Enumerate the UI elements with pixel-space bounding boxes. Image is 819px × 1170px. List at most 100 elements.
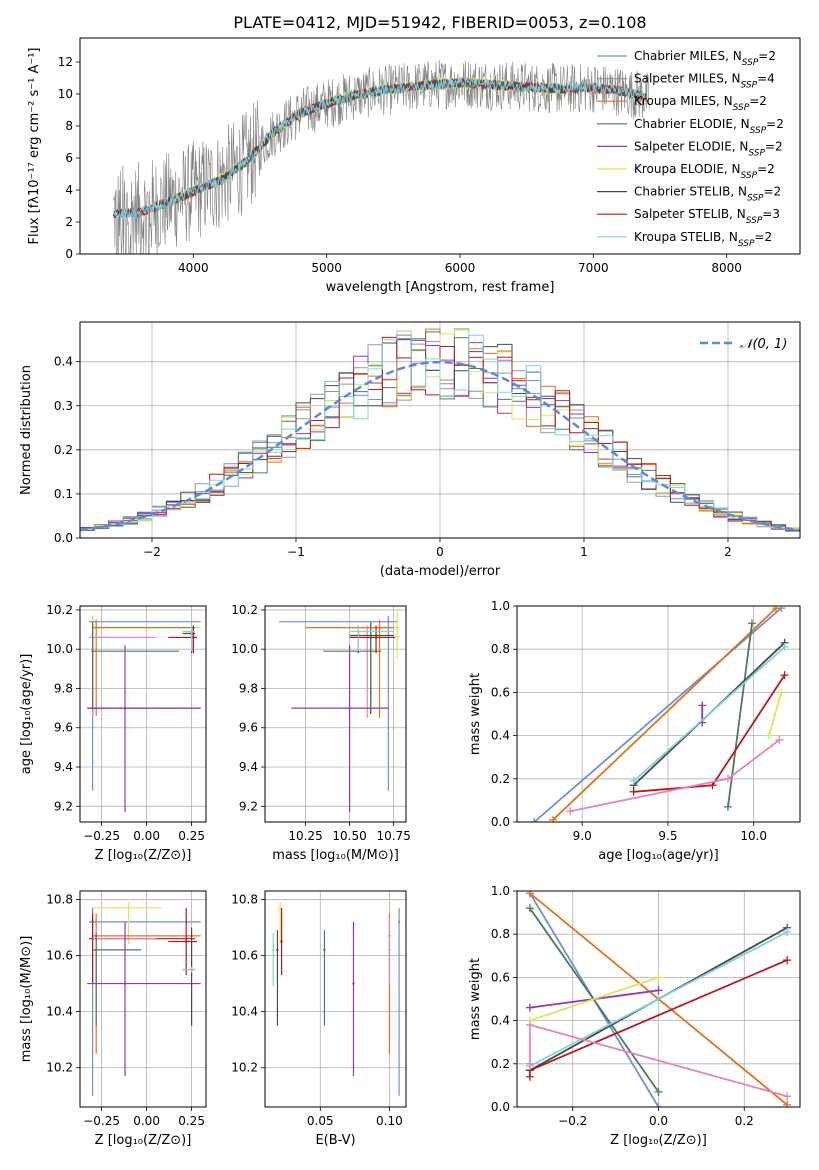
data-point xyxy=(123,982,127,985)
plot-area xyxy=(272,902,401,1096)
figure-title: PLATE=0412, MJD=51942, FIBERID=0053, z=0… xyxy=(233,13,646,32)
data-point xyxy=(272,948,275,952)
series-line-kroupa_stelib xyxy=(633,646,786,782)
data-point xyxy=(348,706,351,710)
x-tick-label: 9.0 xyxy=(573,829,592,843)
plot-area xyxy=(80,328,800,532)
y-tick-label: 4 xyxy=(65,183,73,197)
data-point xyxy=(127,906,130,910)
y-tick-label: 10.0 xyxy=(231,642,258,656)
data-point xyxy=(192,636,195,639)
y-tick-label: 0.4 xyxy=(491,1014,510,1028)
hist-series-kroupa_stelib xyxy=(80,330,800,531)
x-tick-label: 0.0 xyxy=(649,1114,668,1128)
legend-entry: Kroupa STELIB, NSSP=2 xyxy=(634,230,772,249)
legend-entry: Chabrier MILES, NSSP=2 xyxy=(634,49,776,68)
data-point xyxy=(91,649,94,653)
series-marker xyxy=(783,956,792,965)
panel-spectrum: 4000 5000 6000 7000 8000 0 2 4 6 8 10 12 wavelength … xyxy=(27,37,801,295)
plot-area xyxy=(525,891,792,1107)
x-tick-label: −2 xyxy=(143,545,161,559)
x-tick-label: 0.00 xyxy=(133,1114,160,1128)
axes-frame xyxy=(516,605,801,823)
y-axis-label: age [log₁₀(age/yr)] xyxy=(19,654,34,775)
series-line-kroupa_elodie xyxy=(529,976,659,1022)
x-tick-label: 9.5 xyxy=(658,829,677,843)
x-tick-label: 0.10 xyxy=(376,1114,403,1128)
series-marker xyxy=(525,904,534,913)
axes-frame xyxy=(79,605,207,823)
data-point xyxy=(357,630,360,633)
y-tick-label: 10.8 xyxy=(46,892,73,906)
model-spectrum-kroupa_stelib xyxy=(112,76,647,220)
y-tick-label: 0.1 xyxy=(54,487,73,501)
y-tick-label: 10.2 xyxy=(231,603,258,617)
legend-entry: 𝒩(0, 1) xyxy=(740,337,787,352)
plot-area xyxy=(87,615,201,813)
series-marker xyxy=(654,1103,663,1107)
plot-area xyxy=(279,609,399,813)
y-tick-label: 9.8 xyxy=(54,681,73,695)
y-axis-label: mass [log₁₀(M/M⊙)] xyxy=(19,936,34,1063)
x-tick-label: −0.2 xyxy=(558,1114,587,1128)
y-tick-label: 10.6 xyxy=(231,949,258,963)
panel-weight_vs_Z: −0.2 0.0 0.2 0.0 0.2 0.4 0.6 0.8 1.0 Z [log₁₀(Z/Z… xyxy=(468,884,801,1148)
legend-entry: Salpeter STELIB, NSSP=3 xyxy=(634,207,780,226)
axes-frame xyxy=(79,321,801,539)
y-tick-label: 10.8 xyxy=(231,892,258,906)
series-marker xyxy=(747,619,756,628)
series-marker xyxy=(771,606,780,613)
y-tick-label: 1.0 xyxy=(491,884,510,898)
y-tick-label: 0.4 xyxy=(54,355,73,369)
y-axis-label: Normed distribution xyxy=(19,365,34,495)
y-tick-label: 9.4 xyxy=(239,760,258,774)
series-marker xyxy=(525,1020,534,1029)
axes-frame xyxy=(79,37,801,255)
y-tick-label: 10.4 xyxy=(46,1005,73,1019)
series-line-chabrier_miles xyxy=(533,607,782,822)
series-marker xyxy=(549,815,558,822)
x-axis-label: age [log₁₀(age/yr)] xyxy=(598,848,719,863)
y-tick-label: 0.2 xyxy=(491,772,510,786)
y-tick-label: 10.2 xyxy=(231,1061,258,1075)
data-point xyxy=(280,940,283,943)
series-line-kroupa_elodie xyxy=(768,692,782,736)
y-tick-label: 12 xyxy=(58,55,73,69)
data-point xyxy=(378,626,381,629)
data-point xyxy=(397,920,401,924)
x-tick-label: 0.2 xyxy=(735,1114,754,1128)
y-tick-label: 9.2 xyxy=(239,799,258,813)
data-point xyxy=(387,620,390,623)
y-tick-label: 0.2 xyxy=(54,443,73,457)
x-tick-label: 0.00 xyxy=(133,829,160,843)
series-marker xyxy=(783,1092,792,1101)
axes-frame xyxy=(264,890,407,1108)
series-marker xyxy=(723,774,732,783)
x-axis-label: Z [log₁₀(Z/Z⊙)] xyxy=(95,848,192,863)
legend-entry: Salpeter ELODIE, NSSP=2 xyxy=(634,139,783,158)
y-tick-label: 10.0 xyxy=(46,642,73,656)
data-point xyxy=(190,630,193,633)
y-tick-label: 9.2 xyxy=(54,799,73,813)
series-marker xyxy=(777,688,786,697)
panel-residual_hist: −2 −1 0 1 2 0.0 0.1 0.2 0.3 0.4 (data-model)/error… xyxy=(19,321,801,579)
y-axis-label: Flux [fλ10⁻¹⁷ erg cm⁻² s⁻¹ A⁻¹] xyxy=(27,48,42,245)
data-point xyxy=(352,982,355,985)
legend-entry: Kroupa ELODIE, NSSP=2 xyxy=(634,162,775,181)
data-point xyxy=(374,636,378,639)
y-tick-label: 9.6 xyxy=(54,721,73,735)
y-tick-label: 9.4 xyxy=(54,760,73,774)
series-marker xyxy=(629,776,638,785)
series-marker xyxy=(783,928,792,937)
series-line-kroupa_stelib xyxy=(529,931,788,1067)
y-axis-label: mass weight xyxy=(468,958,483,1040)
series-marker xyxy=(783,1100,792,1107)
y-tick-label: 0.8 xyxy=(491,927,510,941)
gaussian-curve xyxy=(80,360,798,532)
x-tick-label: 7000 xyxy=(578,261,609,275)
legend-entry: Kroupa MILES, NSSP=2 xyxy=(634,94,767,113)
y-tick-label: 9.8 xyxy=(239,681,258,695)
y-tick-label: 0.6 xyxy=(491,970,510,984)
axes-frame xyxy=(264,605,407,823)
